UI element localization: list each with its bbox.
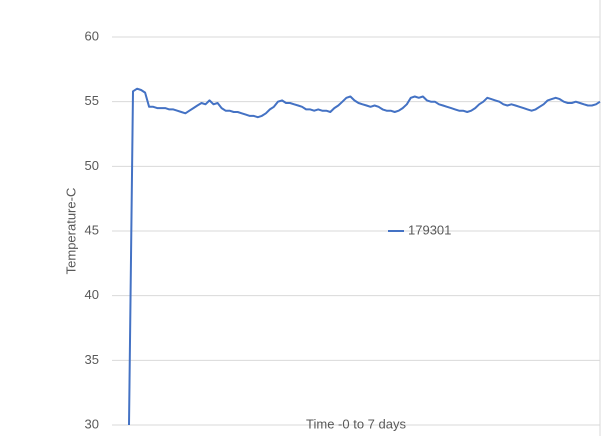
y-tick-label: 50 (85, 158, 99, 173)
y-tick-label: 40 (85, 287, 99, 302)
x-axis-title: Time -0 to 7 days (306, 416, 406, 431)
legend-label: 179301 (408, 222, 451, 237)
y-tick-label: 30 (85, 416, 99, 431)
y-tick-label: 45 (85, 222, 99, 237)
y-axis-title: Temperature-C (63, 188, 78, 275)
y-tick-label: 35 (85, 352, 99, 367)
data-line (128, 87, 601, 426)
y-tick-label: 60 (85, 28, 99, 43)
y-tick-label: 55 (85, 93, 99, 108)
